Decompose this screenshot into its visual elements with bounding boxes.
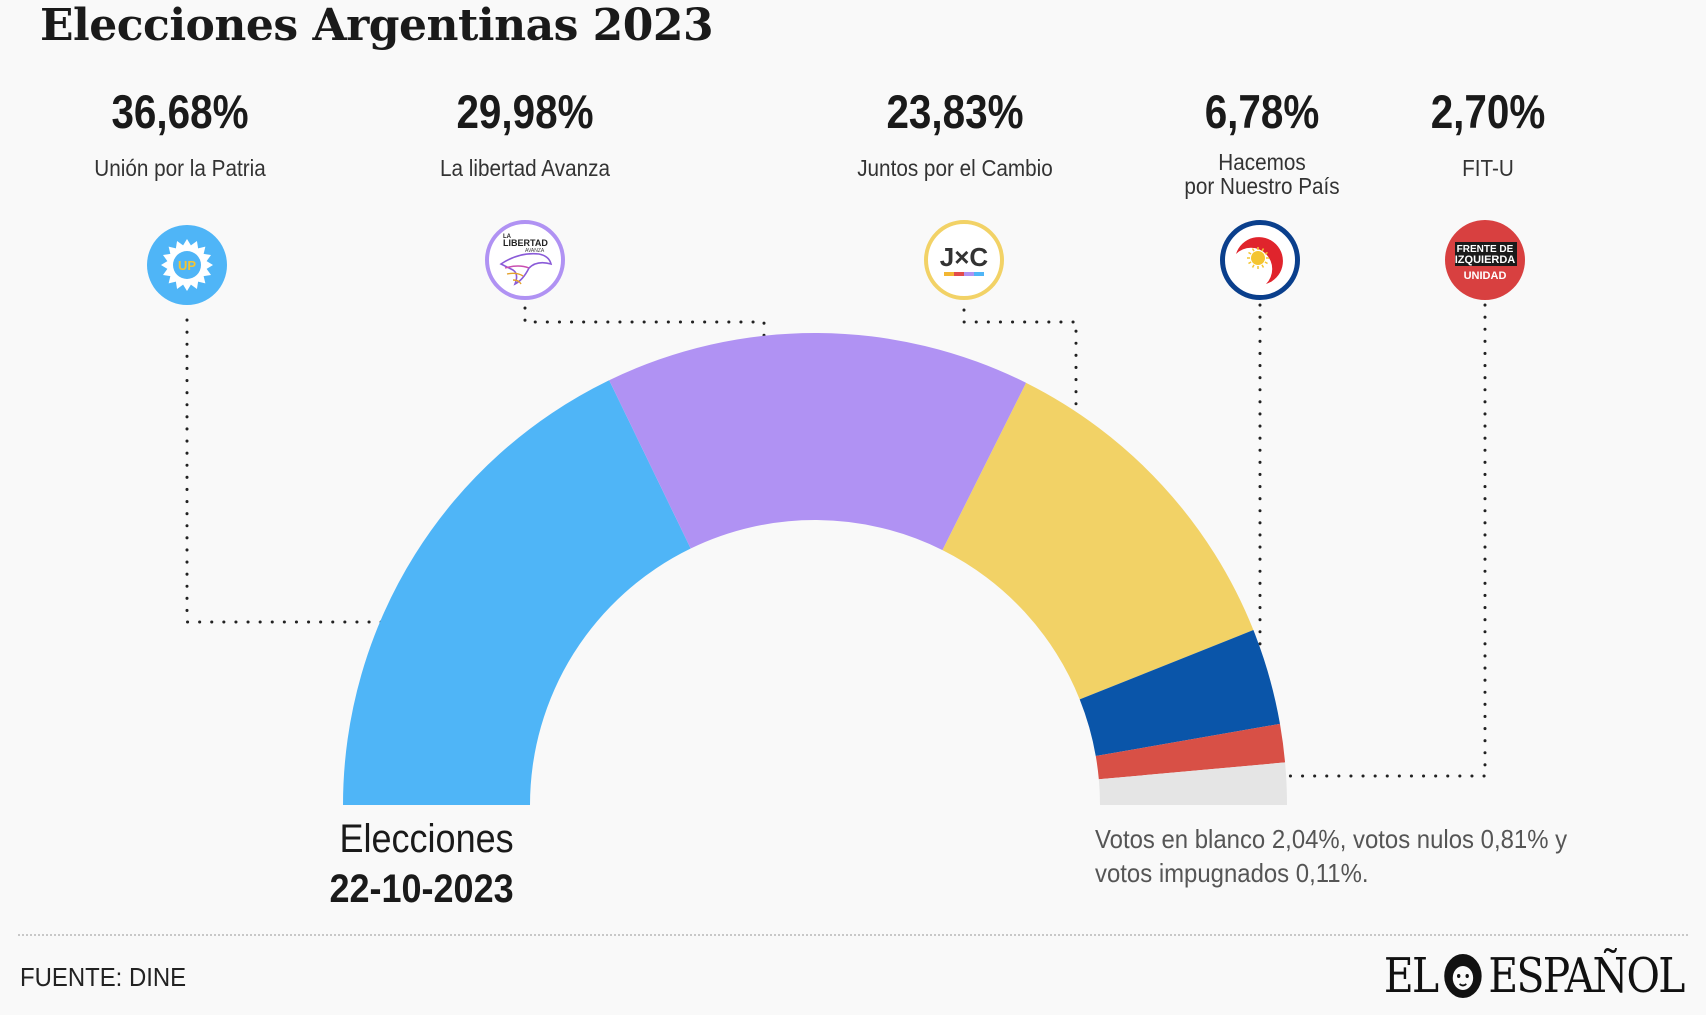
hacemos-sun-logo-icon bbox=[1220, 220, 1300, 300]
party-header-fitu: 2,70% FIT-U bbox=[1348, 82, 1628, 180]
jxc-logo-text: J×C bbox=[940, 242, 989, 272]
blank-null-votes-note: Votos en blanco 2,04%, votos nulos 0,81%… bbox=[1095, 824, 1568, 888]
legend-label-lla: La libertad Avanza bbox=[440, 155, 610, 181]
lla-logo-text-la: LA bbox=[503, 234, 512, 240]
leader-line-fitu bbox=[1283, 303, 1487, 778]
libertad-avanza-eagle-icon: LA LIBERTAD AVANZA bbox=[485, 220, 565, 300]
date-label: Elecciones bbox=[339, 817, 514, 861]
up-logo-text: UP bbox=[178, 258, 196, 273]
footer-divider bbox=[18, 934, 1688, 936]
legend-label-fitu: FIT-U bbox=[1462, 155, 1514, 181]
data-label-jxc: 23,83% bbox=[886, 85, 1024, 138]
election-date: Elecciones 22-10-2023 bbox=[309, 814, 514, 914]
legend-label-hacemos: Hacemos por Nuestro País bbox=[1184, 149, 1340, 199]
party-header-lla: 29,98% La libertad Avanza bbox=[385, 82, 665, 180]
slice-jxc bbox=[942, 382, 1254, 700]
brand-text-right: ESPAÑOL bbox=[1488, 948, 1686, 1004]
data-label-up: 36,68% bbox=[111, 85, 249, 138]
slice-hacemos bbox=[1079, 630, 1280, 757]
slice-fitu bbox=[1095, 723, 1286, 780]
lla-logo-text-libertad: LIBERTAD bbox=[503, 238, 548, 248]
party-header-hacemos: 6,78% Hacemos por Nuestro País bbox=[1122, 82, 1402, 198]
lla-logo-text-avanza: AVANZA bbox=[525, 248, 545, 254]
slice-up bbox=[343, 380, 691, 805]
date-value: 22-10-2023 bbox=[329, 867, 514, 911]
fitu-logo-text-frente: FRENTE DE bbox=[1457, 244, 1514, 255]
fit-u-logo-icon: FRENTE DE IZQUIERDA UNIDAD bbox=[1445, 220, 1525, 300]
fitu-logo-text-unidad: UNIDAD bbox=[1464, 270, 1507, 282]
jxc-logo-icon: J×C bbox=[924, 220, 1004, 300]
legend-label-jxc: Juntos por el Cambio bbox=[857, 155, 1053, 181]
leader-line-up bbox=[185, 318, 444, 624]
el-espanol-logo: EL ESPAÑOL bbox=[1384, 948, 1686, 1004]
up-sun-logo-icon: UP bbox=[147, 225, 227, 305]
fitu-logo-text-izquierda: IZQUIERDA bbox=[1455, 254, 1516, 266]
data-label-lla: 29,98% bbox=[456, 85, 594, 138]
party-header-jxc: 23,83% Juntos por el Cambio bbox=[815, 82, 1095, 180]
data-label-fitu: 2,70% bbox=[1430, 85, 1546, 138]
party-header-up: 36,68% Unión por la Patria bbox=[40, 82, 320, 180]
leader-line-jxc bbox=[962, 308, 1078, 464]
slice-blank-null bbox=[1098, 762, 1287, 805]
lion-icon bbox=[1441, 950, 1485, 1002]
data-label-hacemos: 6,78% bbox=[1204, 85, 1320, 138]
slice-lla bbox=[609, 333, 1027, 551]
legend-label-up: Unión por la Patria bbox=[94, 155, 266, 181]
brand-text-left: EL bbox=[1384, 948, 1439, 1004]
source-label: FUENTE: DINE bbox=[20, 962, 187, 992]
chart-title: Elecciones Argentinas 2023 bbox=[40, 0, 714, 51]
